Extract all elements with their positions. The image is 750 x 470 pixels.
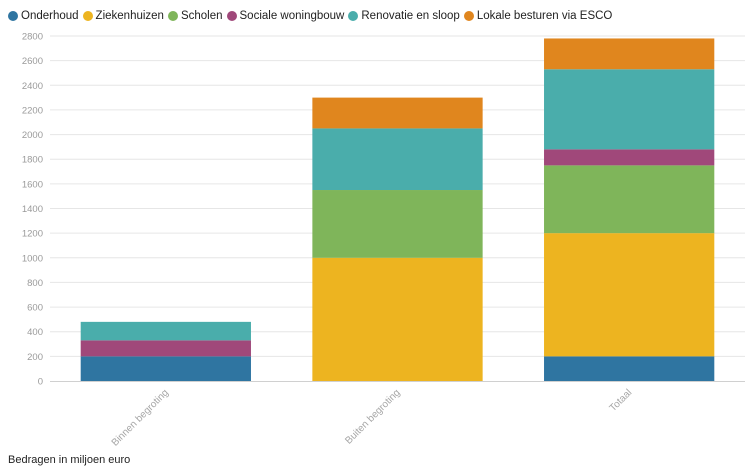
y-tick-label: 1600 [22, 179, 43, 190]
chart-legend: Onderhoud Ziekenhuizen Scholen Sociale woni… [8, 8, 616, 24]
y-tick-label: 800 [27, 278, 43, 289]
bar-segment-onderhoud[interactable] [544, 356, 715, 381]
legend-label: Sociale woningbouw [239, 10, 345, 22]
legend-label: Scholen [180, 10, 223, 22]
bar-segment-scholen[interactable] [312, 190, 483, 258]
y-tick-label: 2000 [22, 130, 43, 141]
y-tick-label: 2200 [22, 105, 43, 116]
stacked-bar-chart: 0 200 400 600 800 1000 1200 1400 1600 1800 2000 220… [22, 32, 745, 449]
legend-item-onderhoud[interactable]: Onderhoud [8, 10, 79, 22]
y-tick-label: 400 [27, 327, 43, 338]
y-tick-label: 0 [38, 377, 43, 388]
legend-swatch [463, 11, 474, 21]
x-tick-label: Binnen begroting [110, 387, 171, 448]
bar-segment-scholen[interactable] [544, 165, 715, 234]
y-tick-label: 2600 [22, 56, 43, 67]
legend-item-ziekenhuizen[interactable]: Ziekenhuizen [82, 10, 164, 22]
y-tick-label: 600 [27, 303, 43, 314]
y-tick-label: 1800 [22, 155, 43, 166]
x-tick-label: Totaal [608, 387, 635, 414]
chart-footnote: Bedragen in miljoen euro [8, 454, 131, 466]
legend-label: Renovatie en sloop [361, 10, 460, 22]
y-tick-label: 1400 [22, 204, 43, 215]
x-axis-labels: Binnen begroting Buiten begroting Totaal [110, 387, 635, 448]
legend-swatch [348, 11, 359, 21]
legend-swatch [167, 11, 178, 21]
y-tick-label: 200 [27, 352, 43, 363]
legend-item-renovatie-en-sloop[interactable]: Renovatie en sloop [348, 10, 460, 22]
y-tick-label: 2800 [22, 32, 43, 43]
y-tick-label: 1200 [22, 229, 43, 240]
bar-segment-lokale-besturen-via-esco[interactable] [312, 97, 483, 129]
bar-segment-renovatie-en-sloop[interactable] [312, 128, 483, 191]
bars [80, 38, 715, 381]
y-axis-ticks: 0 200 400 600 800 1000 1200 1400 1600 1800 2000 220… [22, 32, 43, 388]
bar-segment-renovatie-en-sloop[interactable] [80, 321, 251, 341]
legend-item-sociale-woningbouw[interactable]: Sociale woningbouw [226, 10, 345, 22]
bar-segment-renovatie-en-sloop[interactable] [544, 69, 715, 150]
y-tick-label: 1000 [22, 253, 43, 264]
bar-segment-ziekenhuizen[interactable] [312, 257, 483, 381]
legend-swatch [8, 11, 18, 21]
bar-segment-ziekenhuizen[interactable] [544, 233, 715, 357]
x-tick-label: Buiten begroting [343, 387, 402, 446]
bar-segment-onderhoud[interactable] [80, 356, 251, 381]
legend-swatch [82, 11, 93, 21]
y-tick-label: 2400 [22, 81, 43, 92]
bar-segment-sociale-woningbouw[interactable] [80, 340, 251, 357]
legend-item-lokale-besturen-via-esco[interactable]: Lokale besturen via ESCO [463, 10, 613, 22]
bar-segment-lokale-besturen-via-esco[interactable] [544, 38, 715, 70]
legend-swatch [226, 11, 237, 21]
legend-label: Lokale besturen via ESCO [476, 10, 613, 22]
legend-label: Onderhoud [21, 10, 79, 22]
legend-item-scholen[interactable]: Scholen [167, 10, 223, 22]
legend-label: Ziekenhuizen [95, 10, 164, 22]
bar-segment-sociale-woningbouw[interactable] [544, 149, 715, 166]
